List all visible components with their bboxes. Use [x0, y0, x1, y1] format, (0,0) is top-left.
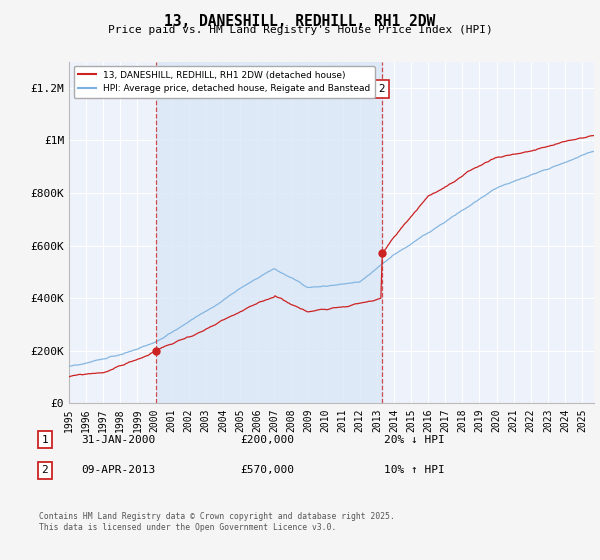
Text: 1: 1	[152, 84, 159, 94]
Text: £200,000: £200,000	[240, 435, 294, 445]
Text: Price paid vs. HM Land Registry's House Price Index (HPI): Price paid vs. HM Land Registry's House …	[107, 25, 493, 35]
Bar	[156, 62, 382, 403]
Text: 1: 1	[41, 435, 49, 445]
Text: 10% ↑ HPI: 10% ↑ HPI	[384, 465, 445, 475]
Text: £570,000: £570,000	[240, 465, 294, 475]
Text: Contains HM Land Registry data © Crown copyright and database right 2025.
This d: Contains HM Land Registry data © Crown c…	[39, 512, 395, 532]
Text: 13, DANESHILL, REDHILL, RH1 2DW: 13, DANESHILL, REDHILL, RH1 2DW	[164, 14, 436, 29]
Text: 20% ↓ HPI: 20% ↓ HPI	[384, 435, 445, 445]
Text: 31-JAN-2000: 31-JAN-2000	[81, 435, 155, 445]
Legend: 13, DANESHILL, REDHILL, RH1 2DW (detached house), HPI: Average price, detached h: 13, DANESHILL, REDHILL, RH1 2DW (detache…	[74, 66, 375, 97]
Text: 2: 2	[41, 465, 49, 475]
Text: 09-APR-2013: 09-APR-2013	[81, 465, 155, 475]
Text: 2: 2	[378, 84, 385, 94]
